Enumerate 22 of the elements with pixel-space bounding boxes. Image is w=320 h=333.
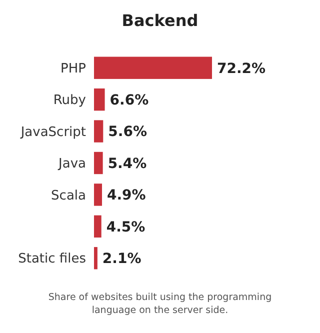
data-label: 2.1%: [102, 251, 142, 268]
bar: [94, 152, 103, 174]
y-tick-label: Scala: [51, 188, 86, 204]
data-label: 72.2%: [217, 60, 266, 77]
y-tick-label: Java: [58, 156, 86, 172]
chart-title: Backend: [122, 11, 198, 30]
y-tick-label: JavaScript: [20, 124, 86, 140]
data-label: 6.6%: [110, 92, 149, 108]
y-tick-label: Ruby: [53, 93, 86, 108]
data-label: 5.4%: [108, 156, 147, 172]
y-tick-label: Static files: [18, 252, 86, 267]
bar: [94, 215, 102, 238]
bar: [94, 120, 104, 142]
bar: [94, 88, 105, 111]
bar: [94, 56, 212, 79]
bar: [94, 184, 102, 206]
y-tick-label: PHP: [60, 61, 86, 76]
text: Share of websites built using the programming language on the server side.: [48, 292, 272, 316]
bar: [94, 247, 98, 270]
data-label: 4.5%: [106, 219, 146, 236]
data-label: 5.6%: [108, 124, 147, 140]
data-label: 4.9%: [107, 188, 146, 204]
